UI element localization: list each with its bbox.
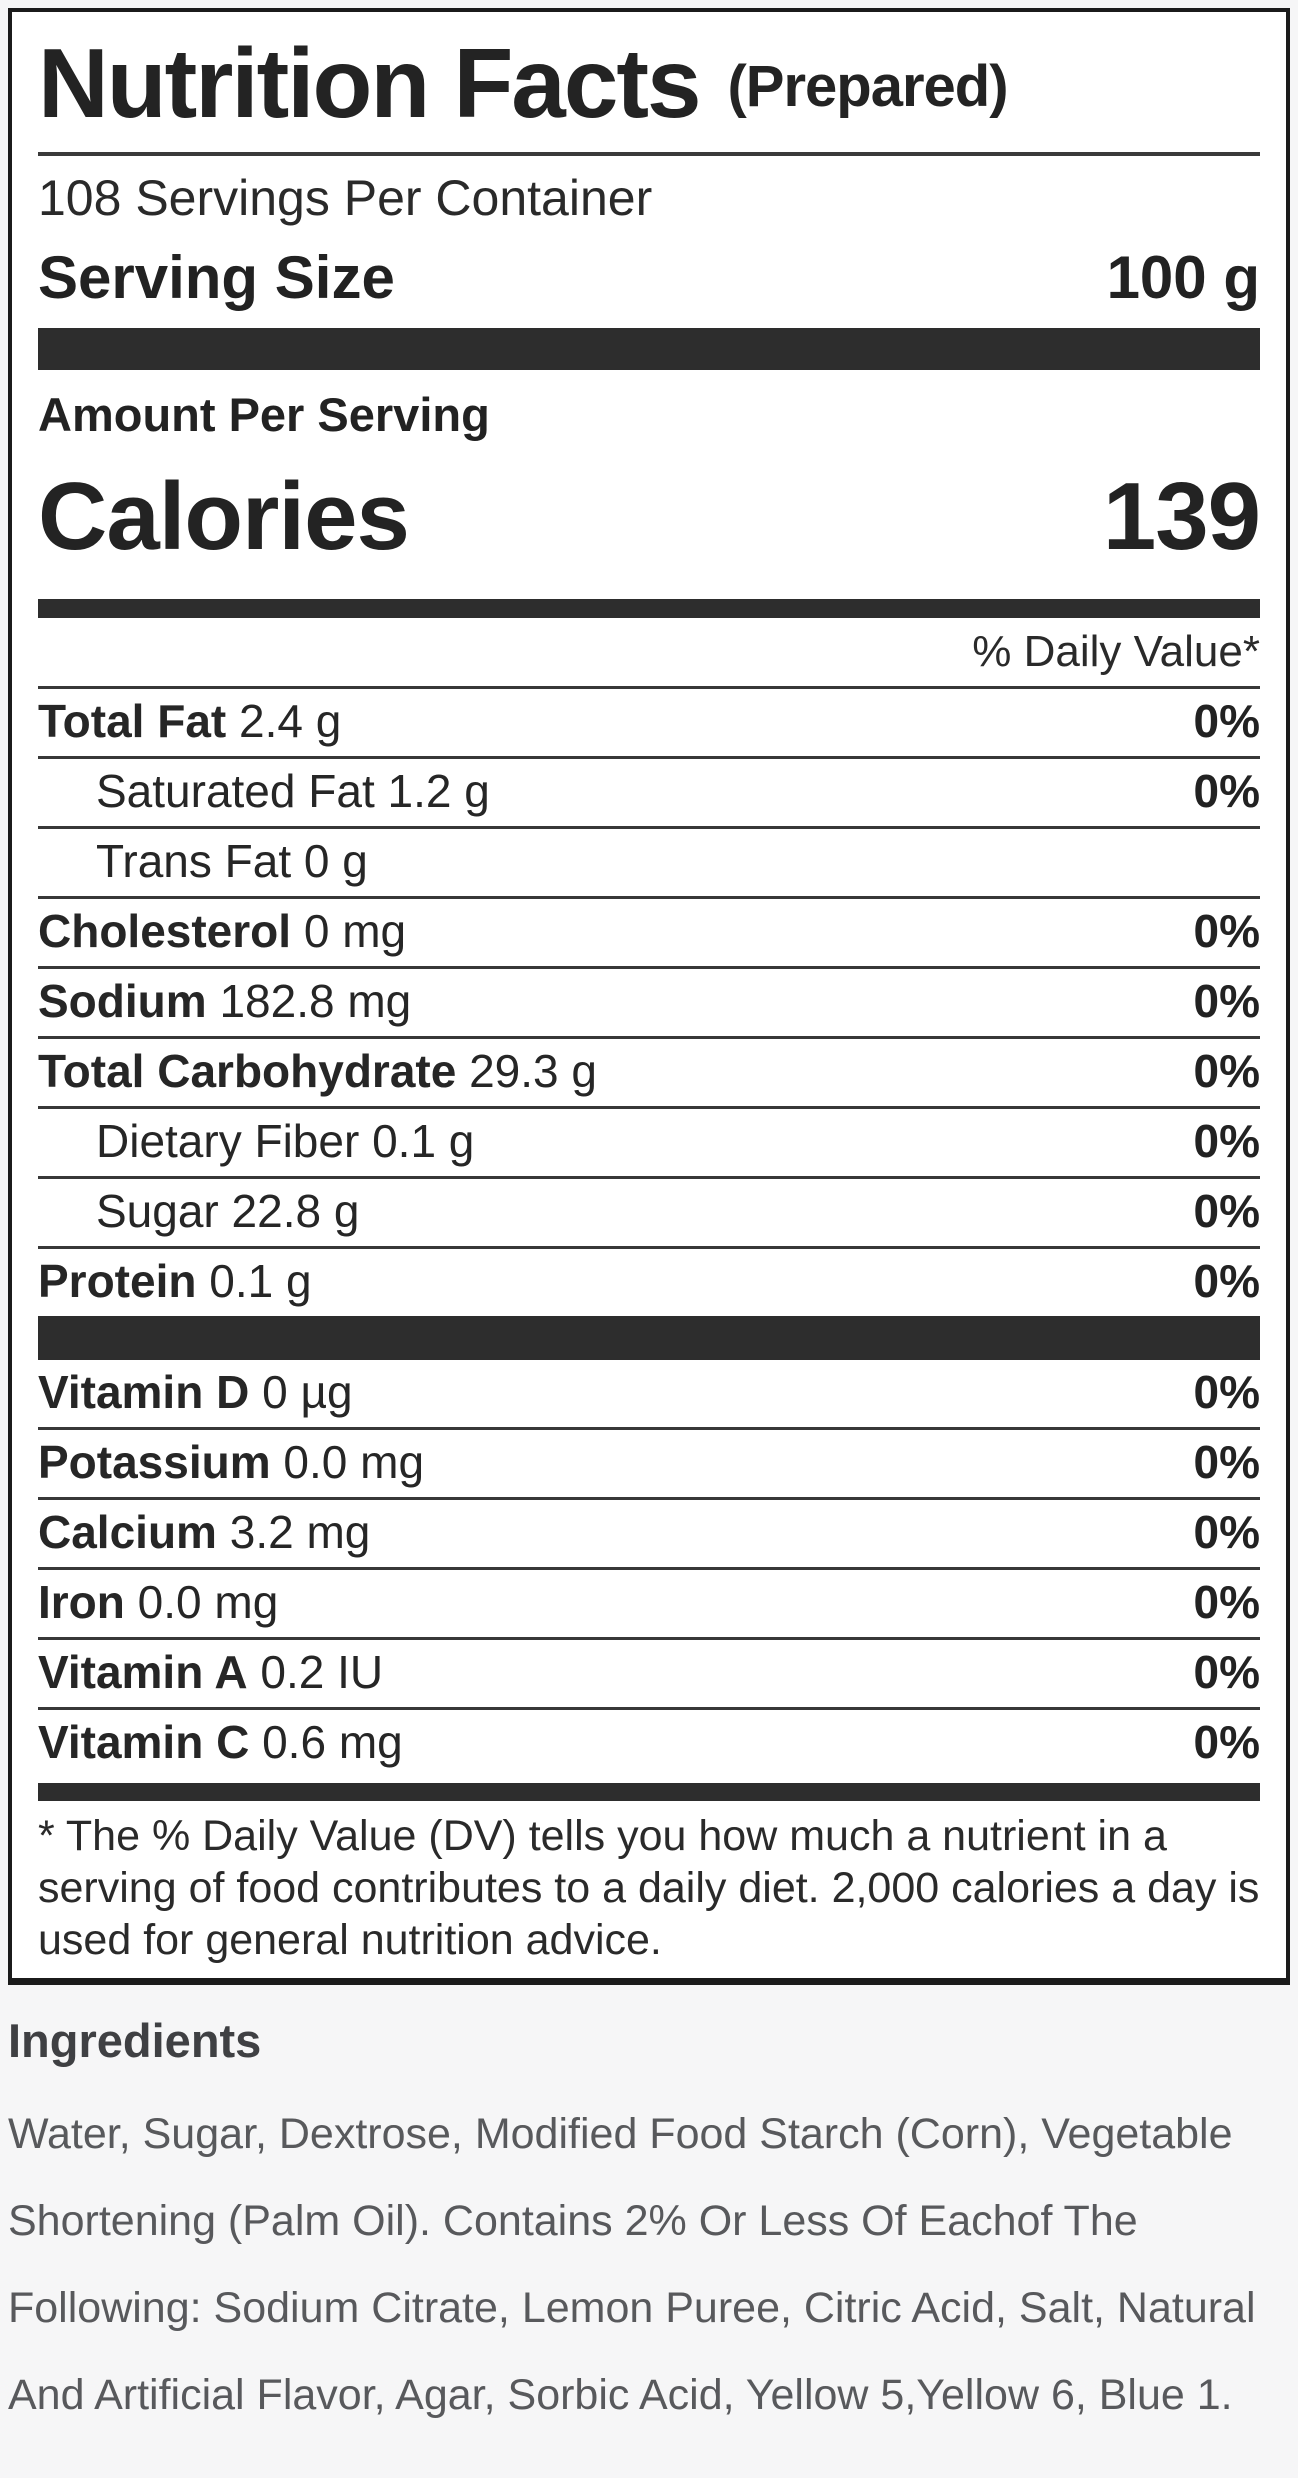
nutrient-name: Total Carbohydrate — [38, 1044, 457, 1097]
nutrient-name-and-amount: Vitamin A 0.2 IU — [38, 1649, 383, 1695]
nutrient-name: Cholesterol — [38, 904, 292, 957]
nutrient-row: Vitamin C 0.6 mg 0% — [38, 1706, 1260, 1777]
serving-size-row: Serving Size 100 g — [38, 243, 1260, 312]
nutrient-row: Sodium 182.8 mg 0% — [38, 965, 1260, 1036]
nutrient-daily-value: 0% — [1193, 974, 1260, 1027]
nutrient-name-and-amount: Potassium 0.0 mg — [38, 1439, 424, 1485]
nutrient-amount: 3.2 mg — [216, 1505, 371, 1558]
calories-label: Calories — [38, 462, 410, 570]
nutrient-amount: 0.0 mg — [124, 1575, 279, 1628]
serving-size-label: Serving Size — [38, 243, 395, 311]
divider-under-title — [38, 151, 1260, 156]
nutrient-daily-value: 0% — [1193, 904, 1260, 957]
calories-row: Calories 139 — [38, 462, 1261, 570]
nutrient-amount: 1.2 g — [374, 764, 490, 817]
nutrient-name: Vitamin D — [38, 1365, 250, 1418]
nutrient-row: Protein 0.1 g 0% — [38, 1245, 1260, 1316]
nutrient-daily-value: 0% — [1193, 1715, 1260, 1768]
nutrient-name-and-amount: Calcium 3.2 mg — [38, 1509, 370, 1555]
nutrient-name-and-amount: Dietary Fiber 0.1 g — [38, 1118, 474, 1164]
calories-value: 139 — [1102, 462, 1261, 570]
nutrient-row: Calcium 3.2 mg 0% — [38, 1496, 1260, 1567]
nutrient-name-and-amount: Protein 0.1 g — [38, 1258, 312, 1304]
nutrient-row: Total Carbohydrate 29.3 g 0% — [38, 1035, 1260, 1106]
nutrient-name-and-amount: Sugar 22.8 g — [38, 1188, 359, 1234]
nutrient-amount: 0.2 IU — [247, 1645, 384, 1698]
nutrient-row: Dietary Fiber 0.1 g 0% — [38, 1105, 1260, 1176]
nutrient-name-and-amount: Iron 0.0 mg — [38, 1579, 278, 1625]
nutrient-amount: 0.6 mg — [249, 1715, 403, 1768]
nutrient-name: Calcium — [38, 1505, 217, 1558]
nutrient-row: Saturated Fat 1.2 g 0% — [38, 755, 1260, 826]
nutrient-name: Total Fat — [38, 694, 227, 747]
nutrient-row: Sugar 22.8 g 0% — [38, 1175, 1260, 1246]
nutrient-row: Vitamin D 0 µg 0% — [38, 1360, 1260, 1427]
nutrient-name: Sugar — [96, 1184, 219, 1237]
nutrient-name-and-amount: Vitamin C 0.6 mg — [38, 1719, 403, 1765]
thick-separator-bar-2 — [38, 1315, 1260, 1360]
nutrient-daily-value: 0% — [1193, 764, 1260, 817]
nutrient-daily-value: 0% — [1193, 1044, 1260, 1097]
daily-value-footnote: * The % Daily Value (DV) tells you how m… — [38, 1811, 1260, 1964]
nutrient-amount: 0 mg — [291, 904, 407, 957]
micronutrient-rows: Vitamin D 0 µg 0% Potassium 0.0 mg 0% Calciu… — [38, 1360, 1260, 1777]
nutrient-name-and-amount: Saturated Fat 1.2 g — [38, 768, 490, 814]
nutrient-amount: 0.1 g — [359, 1114, 475, 1167]
thin-separator-bar-footnote — [38, 1782, 1260, 1801]
nutrient-name: Potassium — [38, 1435, 271, 1488]
panel-title-suffix: (Prepared) — [727, 54, 1008, 120]
nutrient-name-and-amount: Sodium 182.8 mg — [38, 978, 411, 1024]
nutrient-amount: 182.8 mg — [206, 974, 412, 1027]
ingredients-heading: Ingredients — [8, 2013, 262, 2067]
nutrient-daily-value: 0% — [1193, 694, 1260, 747]
nutrient-name-and-amount: Vitamin D 0 µg — [38, 1369, 353, 1415]
nutrient-row: Iron 0.0 mg 0% — [38, 1566, 1260, 1637]
servings-per-container: 108 Servings Per Container — [38, 169, 653, 226]
nutrient-daily-value: 0% — [1193, 1575, 1260, 1628]
nutrient-daily-value: 0% — [1193, 1365, 1260, 1418]
nutrient-daily-value: 0% — [1193, 1505, 1260, 1558]
serving-size-value: 100 g — [1106, 243, 1260, 311]
nutrient-daily-value: 0% — [1193, 1184, 1260, 1237]
nutrient-name: Saturated Fat — [96, 764, 375, 817]
nutrient-name: Sodium — [38, 974, 207, 1027]
nutrient-amount: 0.0 mg — [270, 1435, 425, 1488]
ingredients-text: Water, Sugar, Dextrose, Modified Food St… — [8, 2110, 1256, 2420]
ingredients-section: Ingredients Water, Sugar, Dextrose, Modi… — [8, 2013, 1290, 2439]
nutrient-row: Potassium 0.0 mg 0% — [38, 1426, 1260, 1497]
nutrient-daily-value: 0% — [1193, 1435, 1260, 1488]
daily-value-header: % Daily Value* — [972, 626, 1260, 676]
nutrient-name: Vitamin A — [38, 1645, 248, 1698]
nutrient-amount: 0 µg — [249, 1365, 353, 1418]
nutrient-rows: Total Fat 2.4 g 0% Saturated Fat 1.2 g 0% Tr… — [38, 685, 1260, 1316]
nutrient-row: Vitamin A 0.2 IU 0% — [38, 1636, 1260, 1707]
nutrient-name: Trans Fat — [96, 834, 292, 887]
nutrient-amount: 0 g — [291, 834, 368, 887]
nutrient-name: Dietary Fiber — [96, 1114, 360, 1167]
medium-separator-bar — [38, 598, 1260, 618]
amount-per-serving-label: Amount Per Serving — [38, 387, 490, 441]
thick-separator-bar — [38, 327, 1260, 370]
nutrient-row: Trans Fat 0 g — [38, 825, 1260, 896]
nutrient-name-and-amount: Total Carbohydrate 29.3 g — [38, 1048, 597, 1094]
nutrient-daily-value: 0% — [1193, 1114, 1260, 1167]
nutrient-name-and-amount: Cholesterol 0 mg — [38, 908, 406, 954]
title-row: Nutrition Facts (Prepared) — [38, 26, 1260, 136]
nutrient-name-and-amount: Total Fat 2.4 g — [38, 698, 341, 744]
nutrition-facts-panel: Nutrition Facts (Prepared) 108 Servings … — [8, 8, 1290, 1985]
nutrient-amount: 22.8 g — [218, 1184, 360, 1237]
nutrient-name: Protein — [38, 1254, 197, 1307]
nutrient-daily-value: 0% — [1193, 1254, 1260, 1307]
nutrient-row: Total Fat 2.4 g 0% — [38, 685, 1260, 756]
nutrient-daily-value: 0% — [1193, 1645, 1260, 1698]
nutrient-amount: 2.4 g — [226, 694, 342, 747]
nutrient-amount: 0.1 g — [196, 1254, 312, 1307]
nutrient-name: Vitamin C — [38, 1715, 250, 1768]
nutrient-row: Cholesterol 0 mg 0% — [38, 895, 1260, 966]
panel-title: Nutrition Facts — [38, 28, 701, 138]
nutrient-amount: 29.3 g — [456, 1044, 597, 1097]
nutrient-name: Iron — [38, 1575, 125, 1628]
nutrient-name-and-amount: Trans Fat 0 g — [38, 838, 368, 884]
